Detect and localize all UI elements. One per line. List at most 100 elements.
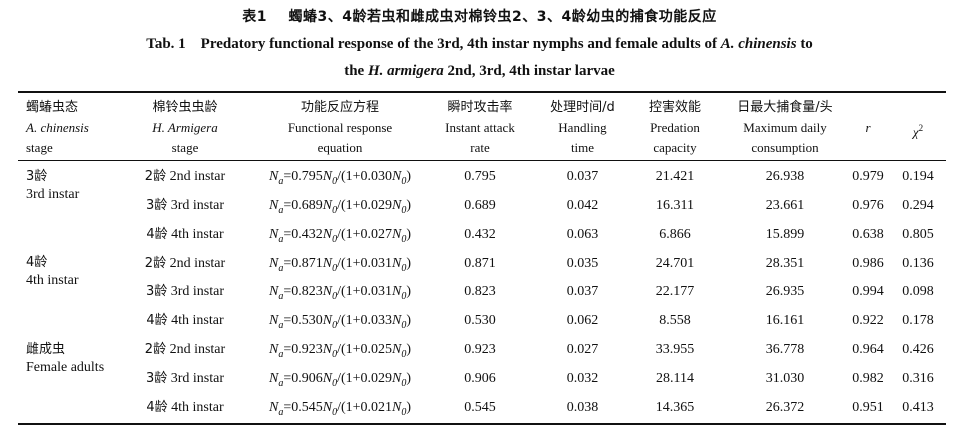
cell-prey-instar: 4龄 4th instar [120, 399, 250, 417]
cell-equation: Na=0.545N0/(1+0.021N0) [268, 400, 412, 418]
eq-coefficient-a: 0.530 [291, 313, 323, 328]
table-title-en-part: Predatory functional response of the 3rd… [200, 36, 721, 52]
instar-en: 3rd instar [170, 198, 225, 213]
eq-coefficient-b: 0.025 [360, 342, 393, 357]
cell-handling: 0.027 [566, 342, 599, 357]
cell-r: 0.638 [852, 227, 884, 242]
cell-chi2: 0.178 [902, 313, 934, 328]
instar-en: 4th instar [171, 313, 224, 328]
table-title-en-part: 2nd, 3rd, 4th instar larvae [443, 63, 615, 79]
cell-capacity: 16.311 [656, 198, 694, 213]
cell-chi2: 0.294 [902, 198, 934, 213]
table-caption-en-line2: the H. armigera 2nd, 3rd, 4th instar lar… [0, 63, 959, 80]
eq-coefficient-b: 0.029 [360, 198, 393, 213]
instar-en: 4th instar [171, 227, 224, 242]
table-title-en-part: to [796, 36, 813, 52]
header-equation: 功能反应方程 Functional response equation [287, 100, 393, 155]
eq-coefficient-a: 0.923 [291, 342, 323, 357]
cell-handling: 0.037 [566, 169, 599, 184]
cell-capacity: 8.558 [659, 313, 691, 328]
eq-coefficient-b: 0.030 [360, 169, 393, 184]
cell-r: 0.922 [852, 313, 884, 328]
table-label-cn: 表1 [242, 9, 268, 25]
header-handling-time: 处理时间/d Handling time [550, 100, 615, 155]
group-label-female-adults: 雌成虫 Female adults [26, 342, 105, 375]
cell-maxdaily: 28.351 [765, 256, 805, 271]
instar-en: 2nd instar [169, 169, 226, 184]
cell-chi2: 0.136 [902, 256, 934, 271]
eq-coefficient-b: 0.031 [360, 284, 393, 299]
cell-maxdaily: 36.778 [765, 342, 805, 357]
eq-coefficient-b: 0.021 [360, 400, 393, 415]
cell-attack: 0.871 [464, 256, 496, 271]
header-r: r [865, 120, 871, 135]
table-title-cn: 蠋蝽3、4龄若虫和雌成虫对棉铃虫2、3、4龄幼虫的捕食功能反应 [288, 9, 717, 25]
cell-attack: 0.432 [464, 227, 496, 242]
table-caption-en-line1: Tab. 1 Predatory functional response of … [0, 36, 959, 53]
instar-en: 3rd instar [170, 284, 225, 299]
cell-prey-instar: 3龄 3rd instar [120, 197, 250, 215]
eq-coefficient-b: 0.027 [360, 227, 393, 242]
cell-prey-instar: 2龄 2nd instar [120, 168, 250, 186]
cell-equation: Na=0.530N0/(1+0.033N0) [268, 313, 412, 331]
species-name: A. chinensis [720, 36, 797, 52]
cell-capacity: 24.701 [655, 256, 695, 271]
eq-coefficient-a: 0.689 [291, 198, 323, 213]
group-label-4th-instar: 4龄 4th instar [26, 255, 79, 288]
header-predator-stage: 蠋蝽虫态 A. chinensis stage [26, 100, 89, 155]
instar-en: 3rd instar [170, 371, 225, 386]
cell-equation: Na=0.906N0/(1+0.029N0) [268, 371, 412, 389]
cell-equation: Na=0.871N0/(1+0.031N0) [268, 256, 412, 274]
table-title-en-part: the [344, 63, 368, 79]
cell-chi2: 0.805 [902, 227, 934, 242]
cell-attack: 0.530 [464, 313, 496, 328]
eq-coefficient-a: 0.906 [291, 371, 323, 386]
instar-en: 2nd instar [169, 256, 226, 271]
cell-maxdaily: 16.161 [765, 313, 805, 328]
table-bottom-rule [18, 423, 946, 425]
cell-maxdaily: 15.899 [765, 227, 805, 242]
eq-coefficient-a: 0.795 [291, 169, 323, 184]
cell-handling: 0.035 [566, 256, 599, 271]
table-top-rule [18, 91, 946, 93]
instar-cn: 4龄 [146, 400, 168, 415]
cell-chi2: 0.413 [902, 400, 934, 415]
cell-equation: Na=0.795N0/(1+0.030N0) [268, 169, 412, 187]
cell-capacity: 6.866 [659, 227, 691, 242]
eq-coefficient-a: 0.432 [291, 227, 323, 242]
cell-prey-instar: 3龄 3rd instar [120, 283, 250, 301]
header-prey-instar: 棉铃虫虫龄 H. Armigera stage [152, 100, 218, 155]
cell-prey-instar: 4龄 4th instar [120, 226, 250, 244]
cell-attack: 0.923 [464, 342, 496, 357]
cell-attack: 0.689 [464, 198, 496, 213]
instar-cn: 2龄 [144, 342, 167, 357]
species-name: H. armigera [367, 63, 444, 79]
cell-r: 0.964 [852, 342, 884, 357]
cell-capacity: 14.365 [655, 400, 695, 415]
cell-capacity: 22.177 [655, 284, 695, 299]
table-caption-cn: 表1 蠋蝽3、4龄若虫和雌成虫对棉铃虫2、3、4龄幼虫的捕食功能反应 [0, 6, 959, 26]
cell-equation: Na=0.823N0/(1+0.031N0) [268, 284, 412, 302]
cell-capacity: 21.421 [655, 169, 695, 184]
header-max-daily: 日最大捕食量/头 Maximum daily consumption [737, 100, 833, 155]
group-label-3rd-instar: 3龄 3rd instar [26, 169, 80, 202]
instar-en: 2nd instar [169, 342, 226, 357]
eq-coefficient-a: 0.823 [291, 284, 323, 299]
instar-cn: 2龄 [144, 169, 167, 184]
cell-prey-instar: 3龄 3rd instar [120, 370, 250, 388]
instar-cn: 3龄 [145, 284, 168, 299]
eq-coefficient-b: 0.031 [360, 256, 393, 271]
cell-handling: 0.062 [566, 313, 599, 328]
cell-handling: 0.042 [566, 198, 599, 213]
header-attack-rate: 瞬时攻击率 Instant attack rate [445, 100, 515, 155]
eq-coefficient-b: 0.033 [360, 313, 393, 328]
header-chi-square: χ2 [912, 123, 924, 140]
cell-attack: 0.906 [464, 371, 496, 386]
eq-coefficient-a: 0.545 [291, 400, 323, 415]
cell-handling: 0.037 [566, 284, 599, 299]
cell-maxdaily: 26.935 [765, 284, 805, 299]
instar-cn: 2龄 [144, 256, 167, 271]
cell-r: 0.976 [852, 198, 884, 213]
instar-cn: 4龄 [146, 227, 168, 242]
cell-chi2: 0.194 [902, 169, 934, 184]
